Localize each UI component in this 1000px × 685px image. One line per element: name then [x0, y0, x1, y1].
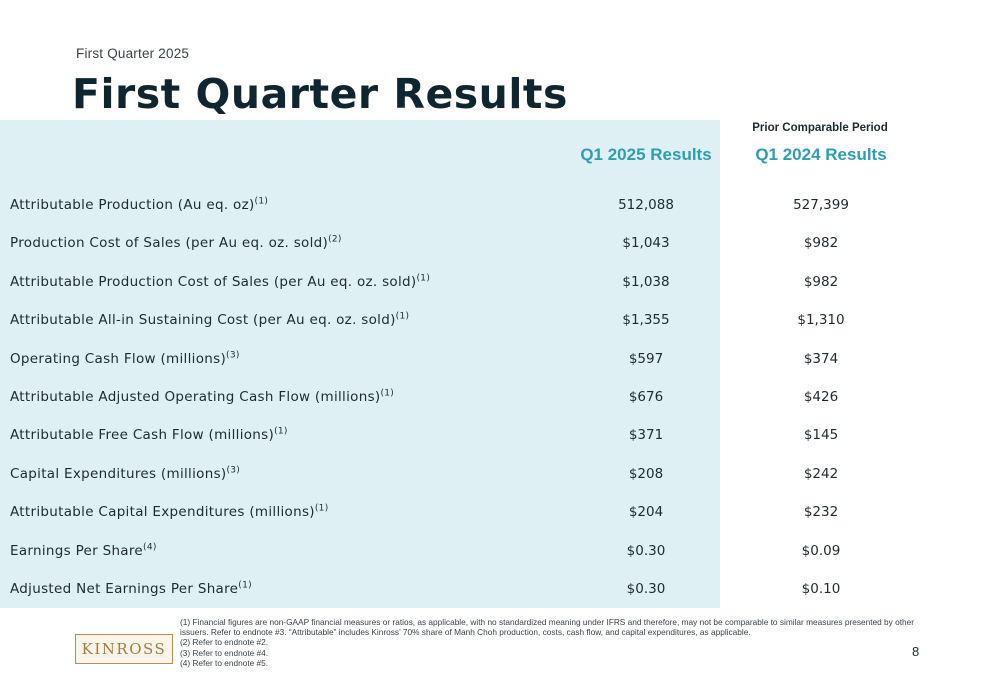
table-row: Attributable Production (Au eq. oz)(1) 51…	[0, 197, 1000, 235]
q1-2025-value: $371	[628, 427, 664, 444]
row-footnote-ref: (1)	[380, 388, 395, 399]
row-label-text: Attributable Capital Expenditures (milli…	[10, 504, 315, 521]
row-label-text: Attributable All-in Sustaining Cost (per…	[10, 312, 396, 329]
q1-2025-value: $0.30	[626, 542, 666, 559]
q1-2024-value: $232	[803, 504, 839, 521]
q1-2024-value: $242	[803, 465, 839, 482]
row-footnote-ref: (2)	[328, 234, 342, 245]
page-number: 8	[912, 644, 920, 659]
page-title: First Quarter Results	[72, 70, 568, 118]
q1-2024-value: 527,399	[793, 197, 849, 213]
row-label: Attributable All-in Sustaining Cost (per…	[10, 312, 409, 328]
table-row: Attributable Capital Expenditures (milli…	[0, 504, 1000, 542]
q1-2025-value: $597	[628, 350, 664, 367]
prior-period-label: Prior Comparable Period	[752, 122, 888, 134]
row-label: Earnings Per Share(4)	[10, 543, 157, 559]
row-footnote-ref: (3)	[226, 465, 241, 476]
row-footnote-ref: (1)	[254, 196, 269, 207]
row-label-text: Operating Cash Flow (millions)	[10, 350, 227, 367]
footnotes: (1) Financial figures are non-GAAP finan…	[180, 617, 920, 668]
q1-2024-value: $0.09	[801, 542, 841, 559]
footnote-item: (1) Financial figures are non-GAAP finan…	[180, 617, 915, 638]
q1-2025-value: 512,088	[618, 197, 674, 213]
footnote-item: (2) Refer to endnote #2.	[180, 637, 269, 648]
q1-2024-value: $426	[803, 389, 839, 405]
row-label-text: Attributable Adjusted Operating Cash Flo…	[10, 389, 381, 405]
row-label: Attributable Production (Au eq. oz)(1)	[10, 197, 268, 213]
row-label-text: Attributable Production Cost of Sales (p…	[10, 273, 417, 290]
row-label-text: Attributable Production (Au eq. oz)	[10, 197, 255, 213]
table-row: Attributable Free Cash Flow (millions)(1…	[0, 427, 1000, 465]
table-row: Production Cost of Sales (per Au eq. oz.…	[0, 235, 1000, 273]
row-label-text: Adjusted Net Earnings Per Share	[10, 581, 239, 597]
table-row: Adjusted Net Earnings Per Share(1) $0.30 $…	[0, 581, 1000, 619]
table-row: Attributable All-in Sustaining Cost (per…	[0, 312, 1000, 350]
row-label: Production Cost of Sales (per Au eq. oz.…	[10, 235, 342, 251]
q1-2025-value: $0.30	[626, 581, 666, 597]
logo-text: KINROSS	[81, 640, 167, 658]
row-label-text: Earnings Per Share	[10, 542, 144, 559]
q1-2024-value: $1,310	[797, 312, 845, 329]
row-label: Operating Cash Flow (millions)(3)	[10, 351, 240, 367]
q1-2025-value: $1,355	[622, 312, 670, 329]
q1-2024-value: $982	[803, 235, 839, 252]
row-label: Attributable Adjusted Operating Cash Flo…	[10, 389, 394, 405]
row-footnote-ref: (1)	[395, 311, 410, 322]
row-label: Attributable Free Cash Flow (millions)(1…	[10, 427, 288, 443]
footnote-item: (3) Refer to endnote #4.	[180, 647, 269, 658]
section-subtitle: First Quarter 2025	[76, 46, 190, 61]
row-footnote-ref: (1)	[274, 426, 288, 437]
q1-2025-value: $204	[628, 504, 664, 521]
q1-2025-value: $676	[628, 389, 664, 405]
table-row: Capital Expenditures (millions)(3) $208 $2…	[0, 466, 1000, 504]
q1-2025-value: $1,038	[622, 273, 670, 290]
table-row: Earnings Per Share(4) $0.30 $0.09	[0, 543, 1000, 581]
row-label: Attributable Production Cost of Sales (p…	[10, 274, 430, 290]
table-row: Operating Cash Flow (millions)(3) $597 $37…	[0, 351, 1000, 389]
row-label: Attributable Capital Expenditures (milli…	[10, 504, 329, 520]
table-row: Attributable Production Cost of Sales (p…	[0, 274, 1000, 312]
footnote-item: (4) Refer to endnote #5.	[180, 657, 269, 668]
column-header-q1-2024: Q1 2024 Results	[755, 145, 887, 164]
row-label: Capital Expenditures (millions)(3)	[10, 466, 240, 482]
row-footnote-ref: (4)	[143, 542, 157, 553]
row-label: Adjusted Net Earnings Per Share(1)	[10, 581, 252, 597]
row-footnote-ref: (1)	[238, 580, 252, 591]
row-label-text: Capital Expenditures (millions)	[10, 465, 227, 482]
q1-2024-value: $374	[803, 350, 839, 367]
q1-2025-value: $208	[628, 465, 664, 482]
row-footnote-ref: (1)	[416, 273, 431, 284]
table-row: Attributable Adjusted Operating Cash Flo…	[0, 389, 1000, 427]
row-footnote-ref: (1)	[314, 503, 329, 514]
q1-2024-value: $982	[803, 273, 839, 290]
q1-2025-value: $1,043	[622, 235, 670, 252]
row-footnote-ref: (3)	[226, 350, 240, 361]
kinross-logo: KINROSS	[75, 634, 173, 664]
q1-2024-value: $145	[803, 427, 839, 444]
row-label-text: Production Cost of Sales (per Au eq. oz.…	[10, 235, 329, 252]
row-label-text: Attributable Free Cash Flow (millions)	[10, 427, 275, 444]
q1-2024-value: $0.10	[801, 581, 841, 597]
column-header-q1-2025: Q1 2025 Results	[580, 145, 712, 164]
table-highlight-background	[0, 120, 720, 608]
